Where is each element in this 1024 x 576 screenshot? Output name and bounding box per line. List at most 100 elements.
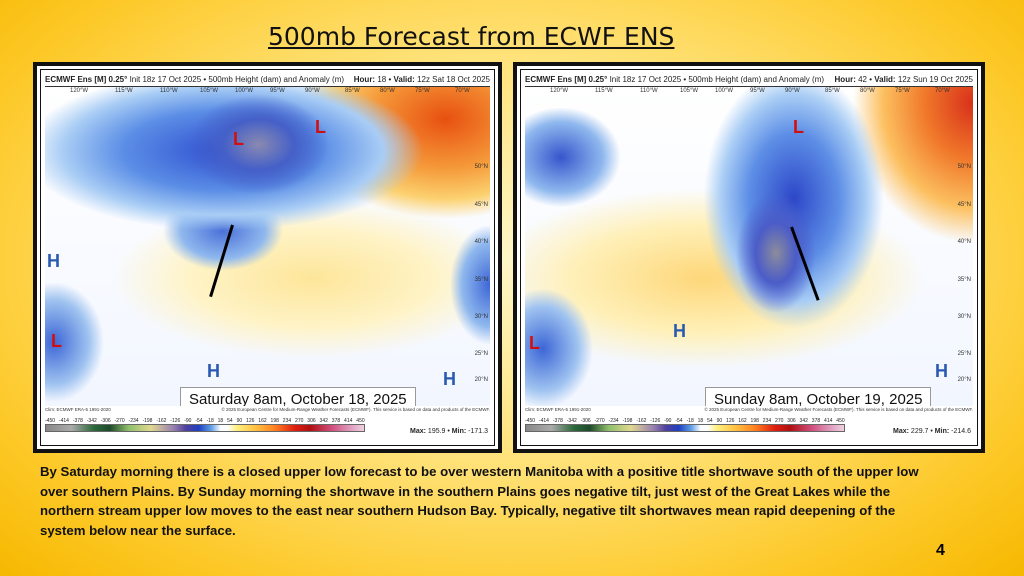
map-caption: Sunday 8am, October 19, 2025 [705,387,932,406]
colorbar-tick-label: -162 [636,418,647,424]
colorbar-tick-label: 90 [236,418,243,424]
lon-label: 105°W [200,88,219,94]
lon-label: 100°W [235,88,254,94]
colorbar-tick-label: -342 [566,418,577,424]
map-footer: Clim: ECMWF ERA-5 1991-2020 © 2025 Europe… [45,407,490,412]
colorbar-tick-label: 306 [787,418,796,424]
min-value: -214.6 [951,428,971,435]
map-panel-saturday: ECMWF Ens [M] 0.25° Init 18z 17 Oct 2025… [33,62,502,453]
valid-label: Valid: [393,74,415,84]
colorbar-tick-label: 198 [750,418,759,424]
colorbar-tick-label: -198 [622,418,633,424]
colorbar-tick-label: 18 [217,418,224,424]
lat-label: 30°N [474,314,488,320]
lon-label: 70°W [935,88,950,94]
map-panel-sunday: ECMWF Ens [M] 0.25° Init 18z 17 Oct 2025… [513,62,985,453]
lat-label: 50°N [957,164,971,170]
init-text: Init 18z 17 Oct 2025 • 500mb Height (dam… [609,74,825,84]
colorbar-tick-label: 378 [331,418,341,424]
high-pressure-marker: H [673,321,686,341]
colorbar-tick-label: -126 [170,418,181,424]
low-pressure-marker: L [793,117,804,137]
map-footer: Clim: ECMWF ERA-5 1991-2020 © 2025 Europe… [525,407,973,412]
max-value: 195.9 [427,428,446,435]
shortwave-trough-axis [209,224,234,298]
lon-label: 80°W [380,88,395,94]
max-label: Max: [893,428,909,435]
colorbar-tick-label: 270 [295,418,304,424]
lat-label: 45°N [957,202,971,208]
colorbar-tick-label: 342 [319,418,328,424]
colorbar-tick-label: -450 [45,418,56,424]
colorbar-tick-label: -54 [675,418,683,424]
low-pressure-marker: L [51,331,62,351]
min-label: Min: [934,428,950,435]
colorbar-ticks: -450 -414 -378 -342 -306 -270 -234 -198 -162 -126… [45,418,365,424]
colorbar-tick-label: 54 [227,418,233,424]
lat-label: 25°N [957,351,971,357]
min-label: Min: [451,428,467,435]
low-pressure-marker: L [315,117,326,137]
colorbar-tick-label: -270 [594,418,605,424]
lon-label: 90°W [305,88,320,94]
lat-label: 35°N [474,277,488,283]
colorbar-ticks: -450 -414 -378 -342 -306 -270 -234 -198 -162 -126… [525,418,845,424]
lat-label: 35°N [957,277,971,283]
lon-label: 120°W [70,88,89,94]
colorbar-tick-label: -18 [686,418,694,424]
colorbar-tick-label: 450 [356,418,365,424]
lon-label: 75°W [415,88,430,94]
hour-label: Hour: [834,74,856,84]
colorbar-tick-label: -342 [86,418,97,424]
lon-label: 95°W [270,88,285,94]
high-pressure-marker: H [47,251,60,271]
high-pressure-marker: H [207,361,220,381]
colorbar-tick-label: 126 [726,418,735,424]
colorbar-tick-label: -450 [525,418,536,424]
colorbar-tick-label: 342 [799,418,808,424]
lon-label: 70°W [455,88,470,94]
model-name: ECMWF Ens [M] 0.25° [525,74,608,84]
colorbar-tick-label: -90 [664,418,672,424]
colorbar-tick-label: -18 [206,418,214,424]
colorbar-tick-label: -414 [58,418,69,424]
low-pressure-marker: L [233,129,244,149]
colorbar-tick-label: -378 [72,418,83,424]
lat-label: 20°N [957,377,971,383]
colorbar-tick-label: 18 [697,418,704,424]
lon-label: 110°W [160,88,178,94]
clim-text: Clim: ECMWF ERA-5 1991-2020 [45,407,111,412]
max-value: 229.7 [910,428,929,435]
colorbar-tick-label: -198 [142,418,153,424]
model-name: ECMWF Ens [M] 0.25° [45,74,128,84]
colorbar-tick-label: -126 [650,418,661,424]
colorbar-tick-label: 162 [738,418,747,424]
lon-label: 105°W [680,88,699,94]
lat-label: 25°N [474,351,488,357]
colorbar-tick-label: 270 [775,418,784,424]
lat-label: 45°N [474,202,488,208]
low-pressure-marker: L [529,333,540,353]
hour-label: Hour: [353,74,376,84]
slide-body-text: By Saturday morning there is a closed up… [40,464,919,538]
high-pressure-marker: H [935,361,948,381]
lon-label: 85°W [825,88,840,94]
colorbar-tick-label: 234 [282,418,292,424]
lon-label: 115°W [595,88,613,94]
colorbar-tick-label: -90 [184,418,192,424]
colorbar-tick-label: 306 [307,418,316,424]
lon-label: 115°W [115,88,133,94]
max-label: Max: [410,428,426,435]
colorbar-tick-label: -306 [580,418,591,424]
lat-label: 40°N [474,239,488,245]
lon-label: 90°W [785,88,800,94]
lat-label: 20°N [474,377,488,383]
lat-label: 30°N [957,314,971,320]
lon-label: 120°W [550,88,569,94]
colorbar-tick-label: -162 [156,418,167,424]
weather-map: 120°W 115°W 110°W 105°W 100°W 95°W 90°W … [45,86,490,406]
colorbar-gradient [525,424,845,432]
colorbar-tick-label: -234 [128,418,139,424]
colorbar-tick-label: -414 [538,418,549,424]
colorbar-tick-label: -270 [114,418,125,424]
